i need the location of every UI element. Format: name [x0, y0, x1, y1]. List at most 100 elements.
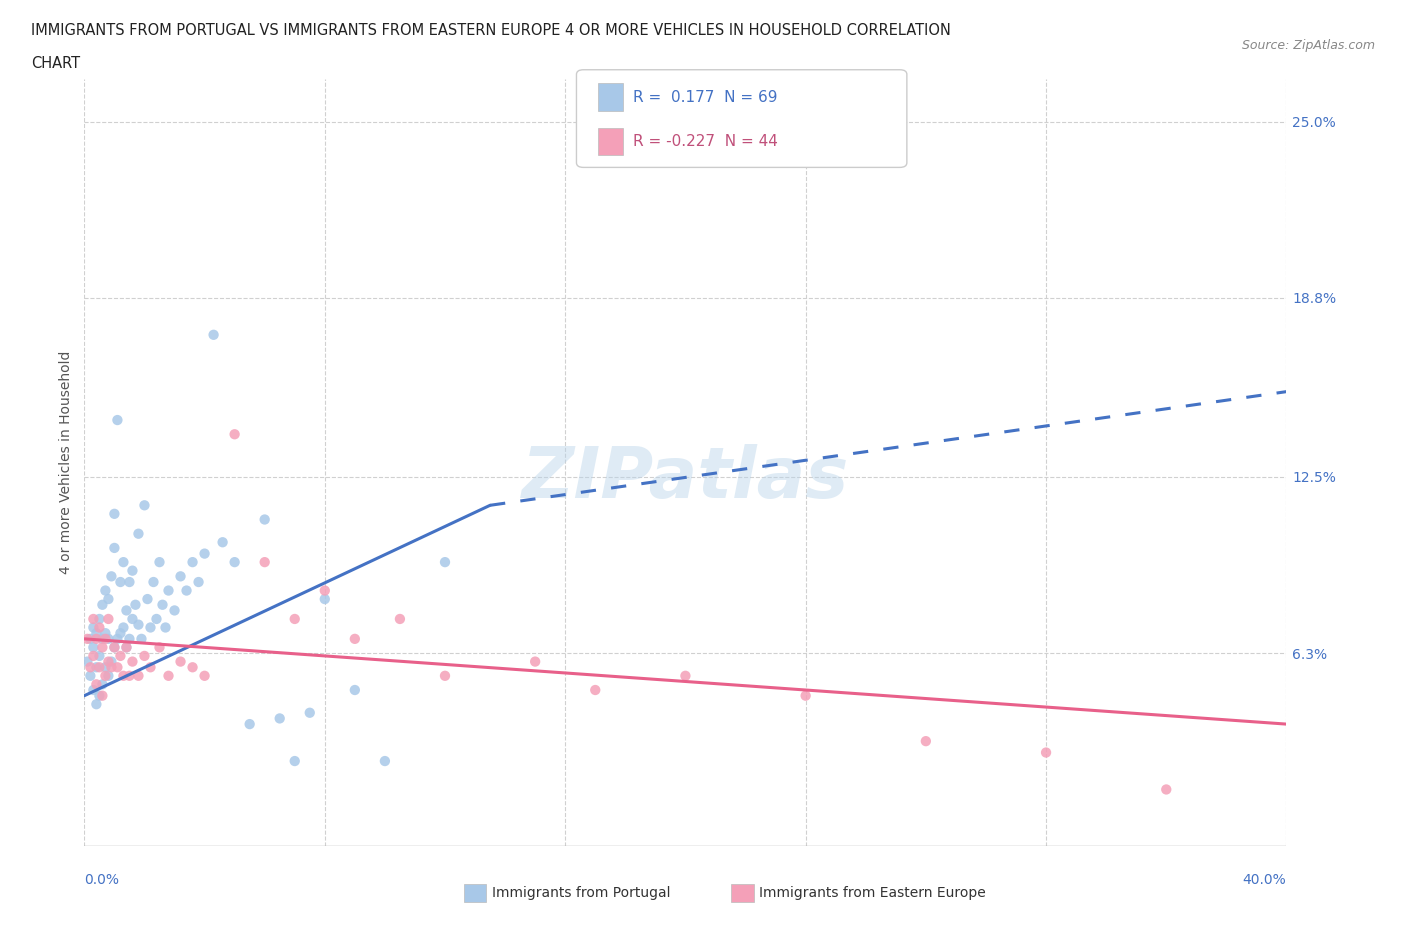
Point: [94, 583, 117, 598]
Point: [131, 631, 153, 646]
Point: [79, 669, 101, 684]
Point: [253, 554, 276, 569]
Point: [91, 677, 114, 692]
Point: [89, 612, 111, 627]
Point: [202, 327, 225, 342]
Point: [152, 597, 174, 612]
Point: [110, 648, 132, 663]
Text: Immigrants from Portugal: Immigrants from Portugal: [492, 885, 671, 900]
Point: [157, 583, 180, 598]
Point: [97, 654, 120, 669]
Point: [169, 654, 191, 669]
Point: [107, 660, 129, 675]
Point: [148, 640, 170, 655]
Point: [269, 711, 291, 726]
Point: [314, 583, 336, 598]
Point: [298, 705, 321, 720]
Point: [94, 626, 117, 641]
Point: [176, 583, 198, 598]
Point: [139, 620, 162, 635]
Point: [103, 507, 125, 522]
Point: [121, 612, 143, 627]
Point: [94, 660, 117, 675]
Point: [145, 612, 167, 627]
Point: [82, 612, 104, 627]
Point: [82, 620, 104, 635]
Point: [110, 575, 132, 590]
Point: [127, 669, 149, 684]
Point: [524, 654, 547, 669]
Point: [181, 660, 204, 675]
Point: [181, 554, 204, 569]
Point: [314, 591, 336, 606]
Text: ZIPatlas: ZIPatlas: [522, 444, 849, 512]
Point: [76, 631, 98, 646]
Point: [103, 640, 125, 655]
Point: [118, 631, 141, 646]
Text: CHART: CHART: [31, 56, 80, 71]
Point: [112, 620, 135, 635]
Point: [343, 683, 366, 698]
Point: [82, 683, 104, 698]
Point: [89, 620, 111, 635]
Point: [169, 569, 191, 584]
Point: [343, 631, 366, 646]
Point: [91, 597, 114, 612]
Point: [187, 575, 209, 590]
Point: [142, 575, 165, 590]
Point: [103, 640, 125, 655]
Point: [434, 669, 457, 684]
Point: [86, 660, 108, 675]
Point: [107, 631, 129, 646]
Point: [118, 669, 141, 684]
Text: IMMIGRANTS FROM PORTUGAL VS IMMIGRANTS FROM EASTERN EUROPE 4 OR MORE VEHICLES IN: IMMIGRANTS FROM PORTUGAL VS IMMIGRANTS F…: [31, 23, 950, 38]
Point: [115, 640, 138, 655]
Point: [134, 648, 156, 663]
Point: [91, 631, 114, 646]
Point: [115, 603, 138, 618]
Point: [100, 569, 122, 584]
Point: [97, 591, 120, 606]
Point: [94, 669, 117, 684]
Point: [121, 654, 143, 669]
Point: [374, 753, 396, 768]
Point: [118, 575, 141, 590]
Point: [76, 654, 98, 669]
Point: [103, 540, 125, 555]
Point: [194, 669, 217, 684]
Point: [284, 612, 307, 627]
Point: [89, 660, 111, 675]
Point: [79, 660, 101, 675]
Point: [79, 631, 101, 646]
Point: [91, 640, 114, 655]
Point: [112, 554, 135, 569]
Point: [388, 612, 411, 627]
Point: [136, 591, 159, 606]
Point: [163, 603, 186, 618]
Point: [134, 498, 156, 512]
Point: [1035, 745, 1057, 760]
Text: 40.0%: 40.0%: [1243, 873, 1286, 887]
Point: [124, 597, 146, 612]
Point: [86, 631, 108, 646]
Point: [110, 626, 132, 641]
Point: [794, 688, 817, 703]
Text: R =  0.177  N = 69: R = 0.177 N = 69: [633, 90, 778, 105]
Point: [121, 564, 143, 578]
Point: [100, 660, 122, 675]
Point: [253, 512, 276, 527]
Point: [139, 660, 162, 675]
Point: [86, 626, 108, 641]
Point: [434, 554, 457, 569]
Point: [82, 640, 104, 655]
Point: [675, 669, 697, 684]
Point: [1156, 782, 1178, 797]
Point: [239, 717, 262, 732]
Point: [89, 648, 111, 663]
Point: [86, 677, 108, 692]
Point: [100, 654, 122, 669]
Text: R = -0.227  N = 44: R = -0.227 N = 44: [633, 134, 778, 149]
Point: [148, 554, 170, 569]
Point: [583, 683, 606, 698]
Point: [107, 413, 129, 428]
